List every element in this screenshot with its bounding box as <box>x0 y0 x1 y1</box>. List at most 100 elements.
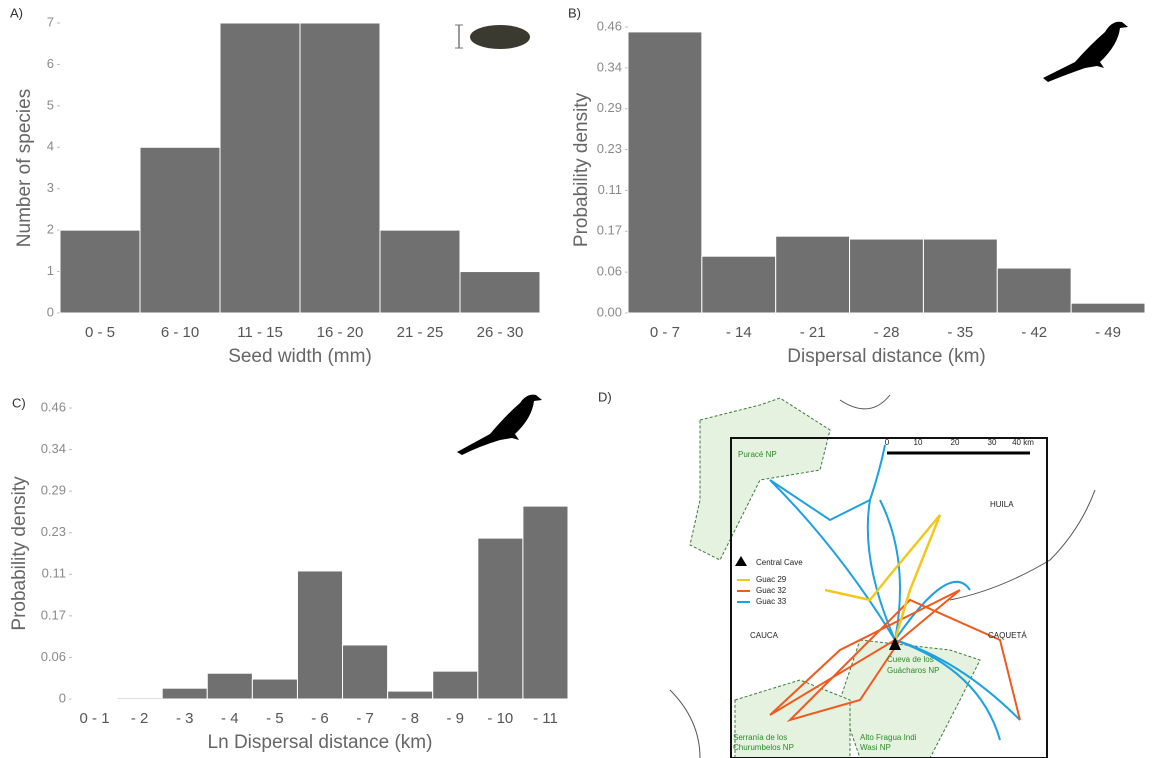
legend-label: Guac 29 <box>756 575 787 584</box>
y-tick-label: 0.29 <box>597 100 622 115</box>
y-tick-label: 0.11 <box>42 566 66 581</box>
x-tick-label: 0 - 5 <box>85 324 115 341</box>
x-axis-title: Dispersal distance (km) <box>787 346 986 367</box>
panel-label: D) <box>598 389 612 404</box>
seed-icon <box>455 24 530 49</box>
bar <box>161 687 208 700</box>
bar <box>432 670 479 700</box>
bird-icon <box>1043 21 1128 82</box>
bar <box>775 235 851 314</box>
map <box>669 394 1096 758</box>
bar <box>299 22 381 314</box>
y-tick-label: 2 <box>47 222 54 237</box>
bar <box>849 238 924 314</box>
x-tick-label: - 7 <box>356 710 374 727</box>
region-label: HUILA <box>990 500 1014 509</box>
y-tick-label: 0.34 <box>41 441 66 456</box>
bar <box>59 229 141 314</box>
x-tick-label: - 49 <box>1095 324 1121 341</box>
x-tick-label: - 10 <box>487 710 513 727</box>
y-tick-label: 0 <box>47 304 54 319</box>
x-tick-label: - 6 <box>311 710 329 727</box>
y-tick-label: 1 <box>47 263 54 278</box>
panel-label: C) <box>12 395 26 410</box>
bar <box>71 697 118 700</box>
bar <box>379 229 461 314</box>
bar <box>996 267 1072 314</box>
bar <box>387 690 434 700</box>
x-tick-label: 0 - 1 <box>80 710 110 727</box>
x-axis-title: Ln Dispersal distance (km) <box>208 732 433 753</box>
region-label: CAQUETÁ <box>988 631 1027 640</box>
y-tick-label: 7 <box>47 14 54 29</box>
legend-label: Guac 33 <box>756 597 787 606</box>
y-tick-label: 0.23 <box>597 141 622 156</box>
bar <box>206 672 253 700</box>
scale-label: 20 <box>951 438 960 447</box>
y-tick-label: 0.17 <box>41 607 66 622</box>
y-axis-title: Number of species <box>14 89 35 247</box>
scale-label: 0 <box>885 438 890 447</box>
panel-label: B) <box>568 5 581 20</box>
x-axis-title: Seed width (mm) <box>228 346 372 367</box>
park-label: Alto Fragua Indi <box>860 733 917 742</box>
y-axis-title: Probability density <box>9 476 30 631</box>
bar <box>459 271 541 314</box>
x-tick-label: 0 - 7 <box>650 324 680 341</box>
x-tick-label: - 42 <box>1021 324 1047 341</box>
x-tick-label: - 11 <box>533 710 558 727</box>
scale-label: 30 <box>988 438 997 447</box>
y-axis-title: Probability density <box>571 92 592 247</box>
y-tick-label: 0.29 <box>41 483 66 498</box>
x-tick-label: 16 - 20 <box>317 324 364 341</box>
y-tick-label: 4 <box>47 139 54 154</box>
legend-label: Central Cave <box>756 558 803 567</box>
bar <box>701 255 777 314</box>
bar <box>627 31 703 314</box>
x-tick-label: - 3 <box>176 710 194 727</box>
park-label: Serranía de los <box>733 733 787 742</box>
bird-icon <box>457 394 542 455</box>
x-tick-label: 6 - 10 <box>161 324 199 341</box>
y-tick-label: 0.17 <box>597 223 622 238</box>
x-tick-label: 26 - 30 <box>477 324 524 341</box>
bar <box>139 146 221 314</box>
x-tick-label: 21 - 25 <box>397 324 444 341</box>
y-tick-label: 0.06 <box>597 264 622 279</box>
y-tick-label: 6 <box>47 56 54 71</box>
y-tick-label: 0.11 <box>598 182 622 197</box>
x-tick-label: - 21 <box>800 324 826 341</box>
park-label: Guácharos NP <box>887 666 939 675</box>
y-tick-label: 0.46 <box>41 399 66 414</box>
scale-label: 10 <box>914 438 923 447</box>
y-tick-label: 5 <box>47 97 54 112</box>
x-tick-label: - 14 <box>726 324 752 341</box>
region-label: Puracé NP <box>738 450 777 459</box>
y-tick-label: 0.00 <box>597 304 622 319</box>
y-tick-label: 0.34 <box>597 59 622 74</box>
bar <box>922 238 998 314</box>
x-tick-label: - 4 <box>221 710 239 727</box>
y-tick-label: 0 <box>59 690 66 705</box>
x-tick-label: - 35 <box>947 324 973 341</box>
bar <box>477 537 524 700</box>
legend-label: Guac 32 <box>756 586 787 595</box>
region-label: CAUCA <box>750 631 779 640</box>
y-tick-label: 0.23 <box>41 524 66 539</box>
bar <box>296 570 344 700</box>
x-tick-label: 11 - 15 <box>237 324 283 341</box>
y-tick-label: 0.46 <box>597 18 622 33</box>
x-tick-label: - 8 <box>401 710 419 727</box>
bar <box>1070 302 1146 314</box>
bar <box>251 678 298 700</box>
bar <box>522 505 569 700</box>
x-tick-label: - 2 <box>131 710 149 727</box>
bar <box>342 644 389 700</box>
scale-label: 40 km <box>1012 438 1034 447</box>
park-label: Churumbelos NP <box>733 743 794 752</box>
x-tick-label: - 28 <box>874 324 900 341</box>
park-label: Wasi NP <box>860 743 891 752</box>
y-tick-label: 0.06 <box>41 649 66 664</box>
park-label: Cueva de los <box>887 655 934 664</box>
